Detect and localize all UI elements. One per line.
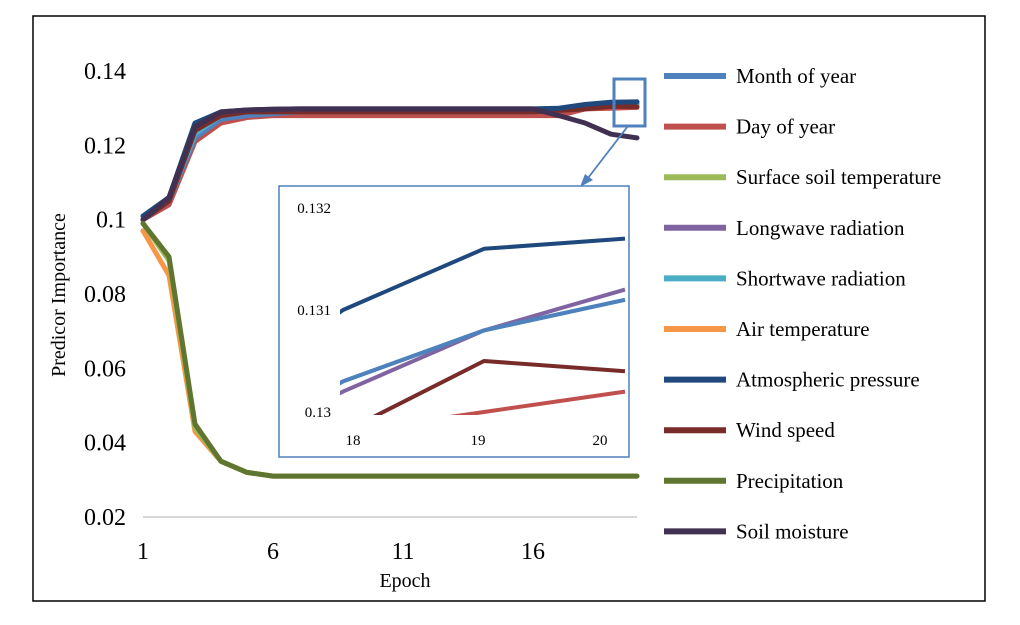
inset-plot: 0.13 0.131 0.132 18 19 20 (278, 185, 630, 458)
inset-y-tick-label: 0.131 (297, 303, 331, 319)
y-tick-label: 0.1 (96, 208, 126, 234)
legend-item: Precipitation (664, 469, 844, 493)
x-axis-title: Epoch (379, 570, 430, 592)
y-tick-label: 0.08 (84, 282, 126, 308)
x-tick-label: 16 (521, 539, 545, 565)
series-lines (140, 99, 640, 479)
legend-item: Atmospheric pressure (664, 368, 920, 392)
inset-line-atmospheric-pressure (340, 236, 626, 315)
inset-axis-ticks: 0.13 0.131 0.132 18 19 20 (297, 201, 607, 449)
main-plot: 0.020.040.060.080.10.120.14 1 6 11 16 Predi… (48, 59, 640, 592)
inset-line-longwave-radiation (340, 287, 626, 396)
inset-line-month-of-year (340, 297, 626, 386)
inset-line-day-of-year (449, 389, 626, 415)
inset-x-tick-label: 18 (346, 433, 361, 449)
legend-item: Longwave radiation (664, 216, 905, 240)
inset-series-lines (340, 236, 626, 415)
inset-y-tick-label: 0.132 (297, 201, 331, 217)
legend: Month of year Day of year Surface soil tem… (664, 64, 941, 543)
y-axis-ticks: 0.02 0.04 0.06 0.08 0.1 0.12 0.14 (84, 59, 126, 531)
y-tick-label: 0.02 (84, 505, 126, 531)
legend-item: Month of year (664, 64, 856, 88)
x-axis-ticks: 1 6 11 16 (137, 539, 545, 565)
legend-item: Soil moisture (664, 519, 849, 543)
legend-label: Shortwave radiation (736, 266, 906, 290)
inset-x-tick-label: 19 (471, 433, 486, 449)
inset-lines-group (340, 236, 626, 415)
series-line-soil-moisture (140, 106, 640, 223)
legend-item: Surface soil temperature (664, 165, 941, 189)
y-tick-label: 0.04 (84, 431, 126, 457)
y-axis-title: Predicor Importance (48, 213, 70, 377)
inset-line-wind-speed (372, 359, 626, 415)
series-line-precipitation (140, 220, 640, 479)
x-tick-label: 6 (267, 539, 279, 565)
legend-label: Air temperature (736, 317, 870, 341)
legend-label: Surface soil temperature (736, 165, 941, 189)
zoom-highlight-box (612, 77, 647, 128)
legend-item: Air temperature (664, 317, 870, 341)
y-tick-label: 0.12 (84, 133, 126, 159)
legend-label: Wind speed (736, 418, 835, 442)
y-tick-label: 0.14 (84, 59, 126, 85)
y-tick-label: 0.06 (84, 356, 126, 382)
zoom-arrow (580, 125, 629, 187)
legend-label: Month of year (736, 64, 856, 88)
inset-frame (278, 185, 630, 458)
legend-item: Day of year (664, 115, 835, 139)
legend-label: Longwave radiation (736, 216, 905, 240)
x-tick-label: 1 (137, 539, 149, 565)
legend-label: Atmospheric pressure (736, 368, 920, 392)
legend-label: Day of year (736, 115, 835, 139)
legend-item: Wind speed (664, 418, 835, 442)
inset-x-tick-label: 20 (593, 433, 608, 449)
legend-item: Shortwave radiation (664, 266, 906, 290)
inset-y-tick-label: 0.13 (305, 405, 331, 421)
legend-label: Precipitation (736, 469, 844, 493)
legend-label: Soil moisture (736, 519, 849, 543)
x-tick-label: 11 (391, 539, 414, 565)
